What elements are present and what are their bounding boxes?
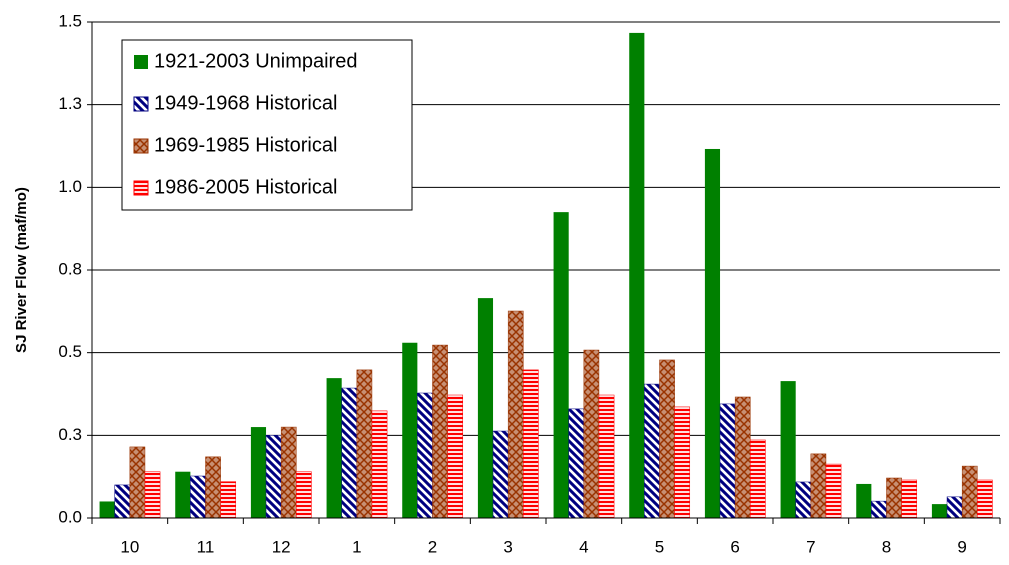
bar <box>296 471 312 519</box>
bar <box>810 453 827 519</box>
bar <box>583 349 600 519</box>
legend-swatch <box>134 55 148 69</box>
bar <box>946 496 963 519</box>
bar <box>931 504 948 518</box>
bar <box>175 471 191 518</box>
bar <box>447 394 464 519</box>
bar <box>750 439 766 519</box>
bar <box>644 383 660 519</box>
legend-label: 1969-1985 Historical <box>154 134 337 156</box>
bar <box>598 394 615 519</box>
x-tick-label: 4 <box>579 537 588 556</box>
bar <box>674 406 691 519</box>
bar <box>977 479 993 519</box>
bar <box>704 148 721 518</box>
y-tick-label: 1.3 <box>58 94 82 113</box>
bar <box>553 212 569 518</box>
bar <box>114 484 131 519</box>
bar <box>856 483 872 518</box>
bar <box>356 369 373 519</box>
y-tick-label: 1.0 <box>58 177 82 196</box>
x-tick-label: 7 <box>806 537 815 556</box>
x-tick-label: 12 <box>272 537 291 556</box>
bar <box>492 430 509 519</box>
bar <box>871 500 887 519</box>
bar <box>250 427 267 518</box>
bar <box>886 477 902 519</box>
bar <box>99 501 115 518</box>
bar <box>205 456 221 519</box>
y-tick-label: 0.5 <box>58 342 82 361</box>
legend-label: 1921-2003 Unimpaired <box>154 50 357 72</box>
legend-swatch <box>133 180 149 196</box>
legend-swatch <box>133 138 149 154</box>
bar <box>795 481 812 519</box>
bar <box>129 446 146 519</box>
bar <box>280 426 297 519</box>
y-tick-label: 1.5 <box>58 11 82 30</box>
x-tick-label: 6 <box>730 537 739 556</box>
bar <box>629 32 645 519</box>
bar <box>780 381 796 518</box>
y-tick-label: 0.0 <box>58 507 82 526</box>
bar <box>371 410 388 519</box>
x-tick-label: 1 <box>352 537 361 556</box>
bar <box>402 342 418 518</box>
y-tick-label: 0.8 <box>58 259 82 278</box>
bar <box>734 396 751 519</box>
x-tick-label: 9 <box>957 537 966 556</box>
bar <box>901 479 918 519</box>
bar <box>825 463 842 519</box>
y-tick-label: 0.3 <box>58 425 82 444</box>
bar <box>961 465 978 519</box>
bar <box>523 369 539 519</box>
x-tick-label: 3 <box>503 537 512 556</box>
bar <box>326 378 342 518</box>
bar <box>507 310 524 519</box>
bar <box>659 359 675 519</box>
legend-box <box>121 39 413 211</box>
bar <box>477 298 494 518</box>
x-tick-label: 11 <box>197 537 215 556</box>
x-tick-label: 2 <box>428 537 437 556</box>
legend-swatch <box>133 96 149 112</box>
legend-label: 1949-1968 Historical <box>154 92 337 114</box>
bar <box>144 471 161 519</box>
x-tick-label: 5 <box>655 537 664 556</box>
x-tick-label: 10 <box>120 537 139 556</box>
bar <box>719 403 736 519</box>
bar <box>432 344 448 519</box>
bar <box>568 408 585 519</box>
bar <box>220 481 237 519</box>
bar <box>417 392 433 519</box>
legend-label: 1986-2005 Historical <box>154 176 337 198</box>
y-axis-title: SJ River Flow (maf/mo) <box>13 187 30 353</box>
bar <box>341 387 358 519</box>
bar <box>190 475 206 519</box>
x-tick-label: 8 <box>882 537 891 556</box>
bar <box>265 435 282 519</box>
